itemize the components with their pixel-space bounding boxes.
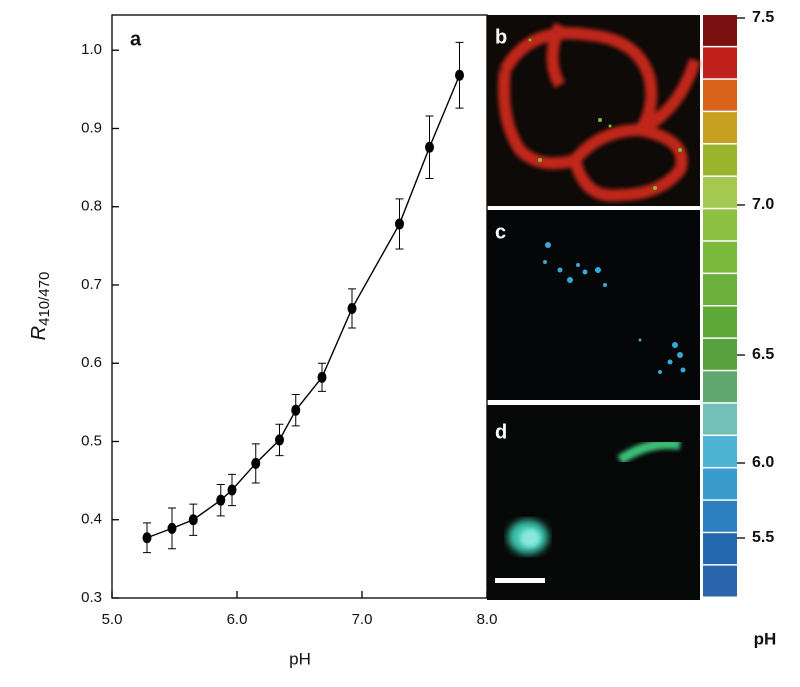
plot-frame bbox=[111, 14, 488, 599]
colorbar-cell bbox=[703, 403, 737, 435]
colorbar-cell bbox=[703, 112, 737, 144]
data-point bbox=[317, 371, 327, 383]
colorbar-cell bbox=[703, 15, 737, 46]
colorbar-tick-label: 7.5 bbox=[752, 9, 774, 26]
colorbar-cell bbox=[703, 47, 737, 79]
x-tick-label: 8.0 bbox=[477, 611, 498, 628]
y-axis-label: R410/470 bbox=[28, 272, 53, 341]
colorbar-tick-label: 6.0 bbox=[752, 454, 774, 471]
data-point bbox=[455, 69, 464, 81]
colorbar-cell bbox=[703, 209, 737, 241]
y-tick-label: 0.3 bbox=[81, 589, 102, 606]
colorbar-tick-label: 6.5 bbox=[752, 346, 774, 363]
micrograph-d bbox=[487, 405, 700, 600]
panel-label: d bbox=[495, 421, 507, 443]
data-point bbox=[347, 302, 357, 314]
colorbar-cell bbox=[703, 338, 737, 370]
colorbar-cell bbox=[703, 468, 737, 500]
y-tick-label: 0.7 bbox=[81, 276, 102, 293]
micrograph-b bbox=[487, 15, 701, 206]
colorbar-cell bbox=[703, 144, 737, 176]
data-point bbox=[251, 457, 261, 469]
panel-label: a bbox=[130, 28, 142, 50]
x-tick-label: 5.0 bbox=[102, 611, 123, 628]
colorbar-cell bbox=[703, 79, 737, 111]
colorbar-tick-label: 7.0 bbox=[752, 196, 774, 213]
y-tick-label: 0.6 bbox=[81, 354, 102, 371]
data-point bbox=[188, 514, 198, 526]
data-point bbox=[425, 141, 434, 153]
panel-label: b bbox=[495, 26, 507, 48]
x-tick-label: 6.0 bbox=[227, 611, 248, 628]
colorbar-cell bbox=[703, 176, 737, 208]
data-point bbox=[227, 484, 237, 496]
colorbar-cell bbox=[703, 565, 737, 597]
y-tick-label: 0.9 bbox=[81, 119, 102, 136]
panel-label: c bbox=[495, 221, 506, 243]
data-point bbox=[275, 434, 284, 446]
colorbar-cell bbox=[703, 371, 737, 403]
colorbar-cell bbox=[703, 274, 737, 305]
colorbar bbox=[703, 15, 737, 597]
colorbar-cell bbox=[703, 436, 737, 467]
y-axis-label-main: R bbox=[28, 326, 50, 340]
colorbar-cell bbox=[703, 500, 737, 532]
y-tick-label: 0.5 bbox=[81, 432, 102, 449]
colorbar-tick-label: 5.5 bbox=[752, 529, 774, 546]
micrograph-c bbox=[487, 210, 700, 400]
y-tick-label: 0.4 bbox=[81, 511, 102, 528]
data-point bbox=[142, 532, 152, 544]
colorbar-cell bbox=[703, 306, 737, 338]
data-line bbox=[146, 74, 461, 539]
y-tick-label: 0.8 bbox=[81, 198, 102, 215]
colorbar-cell bbox=[703, 533, 737, 565]
data-point bbox=[291, 404, 301, 416]
colorbar-cell bbox=[703, 241, 737, 273]
data-point bbox=[167, 522, 177, 534]
y-tick-label: 1.0 bbox=[81, 41, 102, 58]
data-point bbox=[216, 494, 226, 506]
colorbar-label: pH bbox=[754, 629, 777, 648]
x-axis-label: pH bbox=[289, 649, 311, 668]
data-point bbox=[395, 218, 404, 230]
x-tick-label: 7.0 bbox=[352, 611, 373, 628]
y-axis-label-subscript: 410/470 bbox=[36, 272, 53, 326]
